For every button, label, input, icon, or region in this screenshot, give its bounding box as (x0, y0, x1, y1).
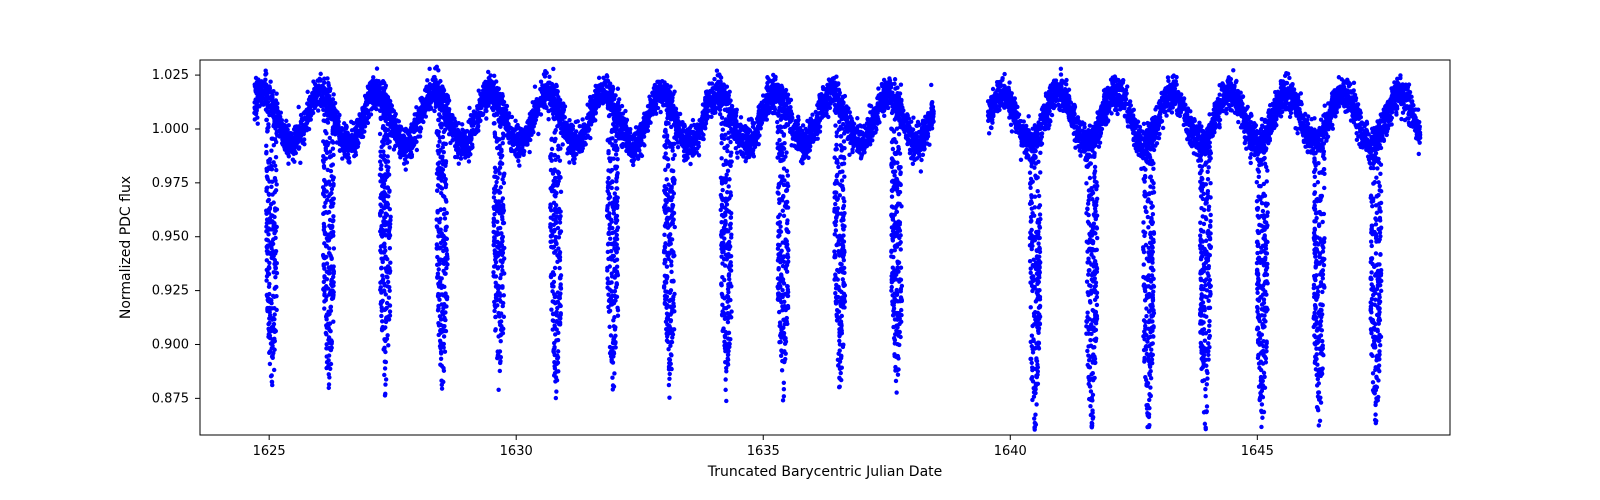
y-tick-label: 0.900 (152, 337, 189, 352)
y-axis-label: Normalized PDC flux (118, 176, 134, 319)
y-tick-label: 1.000 (152, 122, 189, 137)
x-tick-label: 1625 (253, 444, 286, 459)
y-tick-label: 0.875 (152, 391, 189, 406)
x-tick-label: 1645 (1241, 444, 1274, 459)
x-tick-label: 1640 (994, 444, 1027, 459)
y-tick-label: 1.025 (152, 68, 189, 83)
chart-svg: 1625 1630 1635 1640 1645 0.875 0.900 0.925 0.950… (0, 0, 1600, 500)
y-tick-label: 0.950 (152, 230, 189, 245)
x-tick-label: 1635 (747, 444, 780, 459)
y-tick-label: 0.975 (152, 176, 189, 191)
chart-background (0, 0, 1600, 500)
lightcurve-chart: 1625 1630 1635 1640 1645 0.875 0.900 0.925 0.950… (0, 0, 1600, 500)
y-tick-label: 0.925 (152, 284, 189, 299)
x-axis-label: Truncated Barycentric Julian Date (707, 464, 943, 480)
x-tick-label: 1630 (500, 444, 533, 459)
